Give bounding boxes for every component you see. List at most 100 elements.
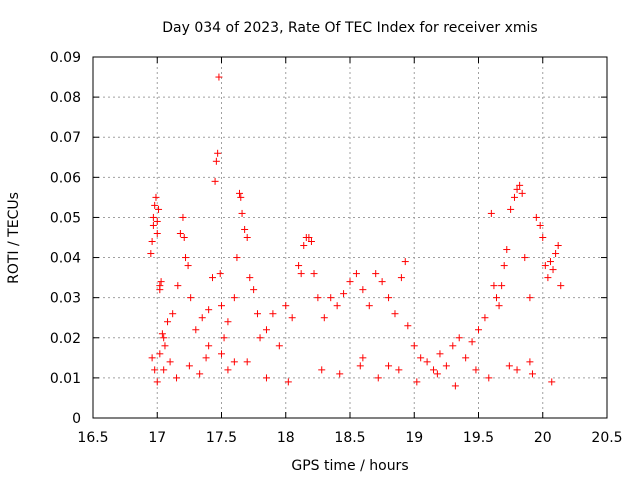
- data-point: [180, 234, 188, 241]
- data-point: [532, 213, 540, 221]
- data-point: [212, 157, 220, 165]
- data-point: [526, 294, 534, 302]
- data-point: [147, 250, 155, 258]
- data-point: [220, 334, 228, 342]
- x-tick-label: 19: [405, 430, 423, 446]
- data-point: [378, 278, 386, 286]
- data-point: [318, 366, 326, 374]
- data-point: [148, 354, 156, 362]
- data-point: [275, 342, 283, 350]
- data-point: [549, 266, 557, 274]
- data-point: [554, 242, 562, 250]
- data-point: [449, 342, 457, 350]
- data-point: [157, 278, 165, 286]
- data-point: [149, 213, 157, 221]
- data-point: [495, 302, 503, 310]
- x-tick-labels: 16.5 17 17.5 18 18.5 19 19.5 20 20.5: [77, 430, 622, 446]
- data-point: [472, 366, 480, 374]
- x-tick-label: 17: [148, 430, 166, 446]
- data-point: [230, 358, 238, 366]
- data-point: [385, 362, 393, 370]
- data-point: [153, 217, 161, 225]
- data-point: [256, 334, 264, 342]
- data-point: [413, 378, 421, 386]
- data-point: [546, 258, 554, 266]
- data-point: [185, 362, 193, 370]
- data-point: [518, 189, 526, 197]
- data-point: [490, 282, 498, 290]
- data-point: [500, 262, 508, 270]
- data-point: [475, 326, 482, 334]
- data-point: [148, 238, 156, 246]
- data-point: [359, 354, 367, 362]
- data-point: [430, 366, 438, 374]
- data-point: [218, 350, 225, 358]
- data-point: [216, 270, 224, 278]
- x-tick-label: 17.5: [206, 430, 237, 446]
- data-point: [192, 326, 200, 334]
- data-point: [198, 314, 206, 322]
- data-point: [314, 294, 322, 302]
- data-point: [417, 354, 425, 362]
- data-point: [333, 302, 341, 310]
- x-tick-label: 20.5: [591, 430, 622, 446]
- data-point: [544, 274, 552, 282]
- data-point: [243, 234, 251, 241]
- data-point: [262, 326, 270, 334]
- data-point: [250, 286, 258, 294]
- data-point: [510, 193, 518, 201]
- y-tick-label: 0.02: [50, 331, 81, 347]
- data-point: [451, 382, 459, 390]
- data-point: [241, 225, 249, 233]
- x-tick-label: 19.5: [463, 430, 494, 446]
- y-tick-label: 0.08: [50, 90, 81, 106]
- data-point: [526, 358, 534, 366]
- data-point: [211, 177, 219, 185]
- data-point: [237, 193, 245, 201]
- data-point: [295, 262, 303, 270]
- data-point: [552, 250, 560, 258]
- data-point: [513, 185, 521, 193]
- data-point: [235, 189, 243, 197]
- data-point: [391, 310, 399, 318]
- data-point: [365, 302, 373, 310]
- data-point: [166, 358, 174, 366]
- data-point: [310, 270, 318, 278]
- data-point: [433, 370, 441, 378]
- data-point: [269, 310, 277, 318]
- data-point: [395, 366, 403, 374]
- data-point: [182, 254, 190, 262]
- x-tick-label: 18: [277, 430, 295, 446]
- data-point: [161, 342, 169, 350]
- data-point: [224, 318, 232, 326]
- data-point: [173, 374, 181, 382]
- data-point: [151, 366, 159, 374]
- y-tick-label: 0.07: [50, 130, 81, 146]
- data-point: [205, 342, 213, 350]
- data-points: [147, 73, 565, 390]
- data-point: [485, 374, 493, 382]
- data-point: [410, 342, 418, 350]
- data-point: [346, 278, 354, 286]
- data-point: [481, 314, 489, 322]
- x-axis-label: GPS time / hours: [291, 458, 408, 474]
- data-point: [436, 350, 444, 358]
- data-point: [528, 370, 536, 378]
- data-point: [498, 282, 506, 290]
- data-point: [202, 354, 210, 362]
- data-point: [262, 374, 270, 382]
- y-tick-label: 0.09: [50, 50, 81, 66]
- data-point: [385, 294, 393, 302]
- data-point: [503, 246, 511, 254]
- data-point: [442, 362, 450, 370]
- data-point: [149, 221, 157, 229]
- data-point: [282, 302, 290, 310]
- data-point: [176, 229, 184, 237]
- data-point: [462, 354, 470, 362]
- data-point: [356, 362, 364, 370]
- data-point: [374, 374, 382, 382]
- data-point: [505, 362, 513, 370]
- data-point: [253, 310, 261, 318]
- data-point: [507, 205, 515, 213]
